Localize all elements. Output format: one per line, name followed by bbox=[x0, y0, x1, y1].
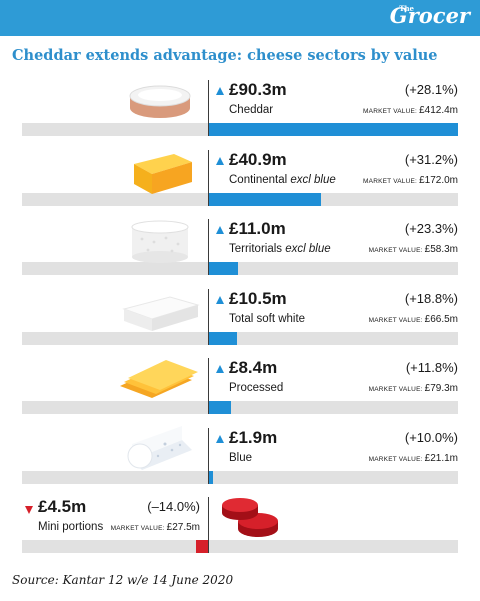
bar-track bbox=[22, 331, 458, 345]
market-value-amount: £27.5m bbox=[166, 522, 200, 533]
sector-label: Blue bbox=[229, 452, 252, 464]
percent-change: (–14.0%) bbox=[147, 499, 200, 514]
change-value: £90.3m bbox=[229, 80, 287, 99]
sector-label: Total soft white bbox=[229, 313, 305, 325]
market-value: MARKET VALUE: £21.1m bbox=[369, 453, 458, 464]
bar-track bbox=[22, 262, 458, 275]
sector-label: Continental excl blue bbox=[229, 174, 336, 186]
chart-title: Cheddar extends advantage: cheese sector… bbox=[12, 47, 438, 64]
percent-change: (+31.2%) bbox=[404, 151, 458, 167]
territorial-truckle-icon bbox=[110, 217, 210, 263]
sector-row: £40.9m (+31.2%) Continental excl blue MARKE… bbox=[0, 144, 480, 216]
change-value: £40.9m bbox=[229, 149, 287, 169]
market-value: MARKET VALUE: £66.5m bbox=[369, 314, 458, 325]
value-bar bbox=[208, 123, 458, 136]
sector-name: Cheddar bbox=[229, 104, 274, 116]
zero-axis-line bbox=[208, 149, 209, 206]
zero-axis-line bbox=[208, 358, 209, 414]
sector-row: £4.5m (–14.0%) Mini portions MARKET VALUE: … bbox=[0, 491, 480, 563]
soft-white-wedge-icon bbox=[110, 287, 210, 333]
market-value-amount: £412.4m bbox=[419, 105, 458, 116]
sector-name: Mini portions bbox=[38, 521, 104, 533]
up-arrow-icon bbox=[216, 156, 224, 165]
sector-row: £10.5m (+18.8%) Total soft white MARKET VAL… bbox=[0, 283, 480, 355]
change-value: £8.4m bbox=[229, 358, 278, 377]
sector-row: £1.9m (+10.0%) Blue MARKET VALUE: £21.1m bbox=[0, 422, 480, 494]
sector-note: excl blue bbox=[282, 243, 331, 255]
mini-portions-icon bbox=[214, 491, 294, 543]
market-value-amount: £66.5m bbox=[424, 313, 458, 325]
market-value-amount: £58.3m bbox=[424, 244, 458, 255]
processed-slices-icon bbox=[110, 356, 210, 402]
market-value-label: MARKET VALUE: bbox=[363, 177, 420, 185]
sector-label: Processed bbox=[229, 382, 283, 394]
up-arrow-icon bbox=[216, 295, 224, 304]
sector-name: Blue bbox=[229, 451, 253, 464]
market-value-label: MARKET VALUE: bbox=[368, 455, 425, 463]
sector-label: Cheddar bbox=[229, 104, 273, 116]
sector-name: Processed bbox=[229, 382, 284, 394]
up-arrow-icon bbox=[216, 434, 224, 443]
percent-change: (+28.1%) bbox=[404, 82, 458, 97]
market-value: MARKET VALUE: £58.3m bbox=[369, 244, 458, 255]
market-value-label: MARKET VALUE: bbox=[368, 316, 425, 324]
bar-track bbox=[22, 401, 458, 414]
sector-name: Territorials bbox=[229, 243, 283, 255]
sector-name: Total soft white bbox=[229, 312, 306, 325]
percent-change: (+11.8%) bbox=[405, 360, 458, 375]
bar-track bbox=[22, 470, 458, 484]
change-value: £10.5m bbox=[229, 288, 287, 308]
value-bar bbox=[208, 470, 214, 484]
blue-wedge-icon bbox=[110, 425, 210, 472]
percent-change: (+10.0%) bbox=[404, 429, 458, 445]
value-bar bbox=[195, 540, 208, 553]
zero-axis-line bbox=[208, 80, 209, 136]
sector-label: Territorials excl blue bbox=[229, 243, 331, 255]
market-value-amount: £79.3m bbox=[424, 383, 458, 394]
market-value-label: MARKET VALUE: bbox=[363, 108, 420, 115]
bar-track bbox=[22, 540, 458, 553]
percent-change: (+23.3%) bbox=[404, 221, 458, 236]
change-value: £4.5m bbox=[38, 497, 87, 516]
sector-note: excl blue bbox=[287, 173, 336, 186]
market-value: MARKET VALUE: £412.4m bbox=[363, 105, 458, 116]
brand-logo: Grocer bbox=[389, 3, 470, 28]
market-value-label: MARKET VALUE: bbox=[368, 386, 425, 393]
continental-block-icon bbox=[110, 148, 210, 194]
sector-row: £11.0m (+23.3%) Territorials excl blue MARK… bbox=[0, 213, 480, 285]
up-arrow-icon bbox=[216, 87, 224, 95]
value-bar bbox=[208, 401, 232, 414]
sector-row: £8.4m (+11.8%) Processed MARKET VALUE: £79.… bbox=[0, 352, 480, 424]
down-arrow-icon bbox=[25, 506, 33, 514]
value-bar bbox=[208, 262, 239, 275]
sector-row: £90.3m (+28.1%) Cheddar MARKET VALUE: £412.… bbox=[0, 74, 480, 146]
change-value: £1.9m bbox=[229, 427, 278, 447]
zero-axis-line bbox=[208, 427, 209, 484]
market-value: MARKET VALUE: £27.5m bbox=[111, 522, 200, 533]
zero-axis-line bbox=[208, 219, 209, 275]
zero-axis-line bbox=[208, 288, 209, 345]
sector-name: Continental bbox=[229, 173, 288, 186]
value-bar bbox=[208, 192, 322, 206]
percent-change: (+18.8%) bbox=[404, 290, 458, 306]
market-value-label: MARKET VALUE: bbox=[110, 525, 167, 532]
value-bar bbox=[208, 331, 238, 345]
market-value-amount: £172.0m bbox=[419, 174, 458, 186]
sector-label: Mini portions bbox=[38, 521, 103, 533]
market-value-amount: £21.1m bbox=[424, 452, 458, 464]
zero-axis-line bbox=[208, 497, 209, 553]
market-value: MARKET VALUE: £172.0m bbox=[363, 175, 458, 186]
change-value: £11.0m bbox=[229, 219, 286, 238]
market-value-label: MARKET VALUE: bbox=[368, 247, 425, 254]
brand-the: The bbox=[399, 4, 414, 13]
market-value: MARKET VALUE: £79.3m bbox=[369, 383, 458, 394]
up-arrow-icon bbox=[216, 365, 224, 373]
source-note: Source: Kantar 12 w/e 14 June 2020 bbox=[12, 573, 234, 587]
header-bar: The Grocer bbox=[0, 0, 480, 36]
up-arrow-icon bbox=[216, 226, 224, 234]
cheddar-wheel-icon bbox=[110, 78, 210, 124]
